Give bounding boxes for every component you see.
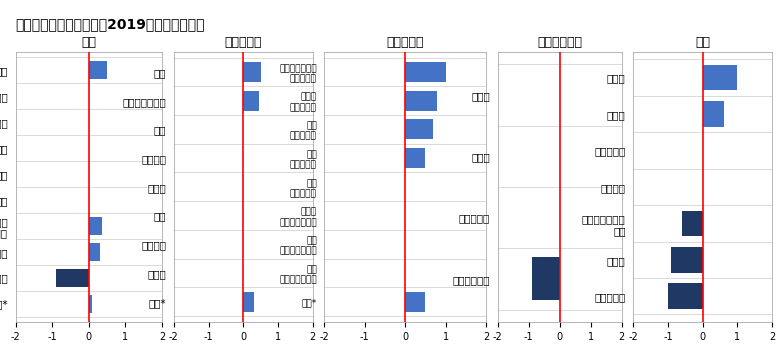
Bar xyxy=(682,211,703,236)
Title: クレジット: クレジット xyxy=(386,36,424,49)
Bar xyxy=(89,217,101,235)
Bar xyxy=(703,101,724,127)
Bar xyxy=(405,148,425,168)
Bar xyxy=(405,91,438,111)
Title: 株式: 株式 xyxy=(81,36,97,49)
Bar xyxy=(243,91,259,111)
Title: 通貨: 通貨 xyxy=(695,36,711,49)
Bar xyxy=(672,247,703,273)
Bar xyxy=(703,65,737,90)
Bar xyxy=(668,283,703,309)
Bar xyxy=(532,257,559,300)
Bar xyxy=(405,119,434,139)
Bar xyxy=(89,294,93,313)
Bar xyxy=(243,292,254,312)
Title: コモディティ: コモディティ xyxy=(537,36,582,49)
Title: ソブリン債: ソブリン債 xyxy=(225,36,262,49)
Bar xyxy=(89,61,107,79)
Bar xyxy=(89,243,100,261)
Bar xyxy=(56,268,89,287)
Bar xyxy=(243,62,261,82)
Bar xyxy=(405,292,425,312)
Bar xyxy=(405,62,445,82)
Text: 資産クラスの選好順位（2019年８月末時点）: 資産クラスの選好順位（2019年８月末時点） xyxy=(16,17,205,31)
